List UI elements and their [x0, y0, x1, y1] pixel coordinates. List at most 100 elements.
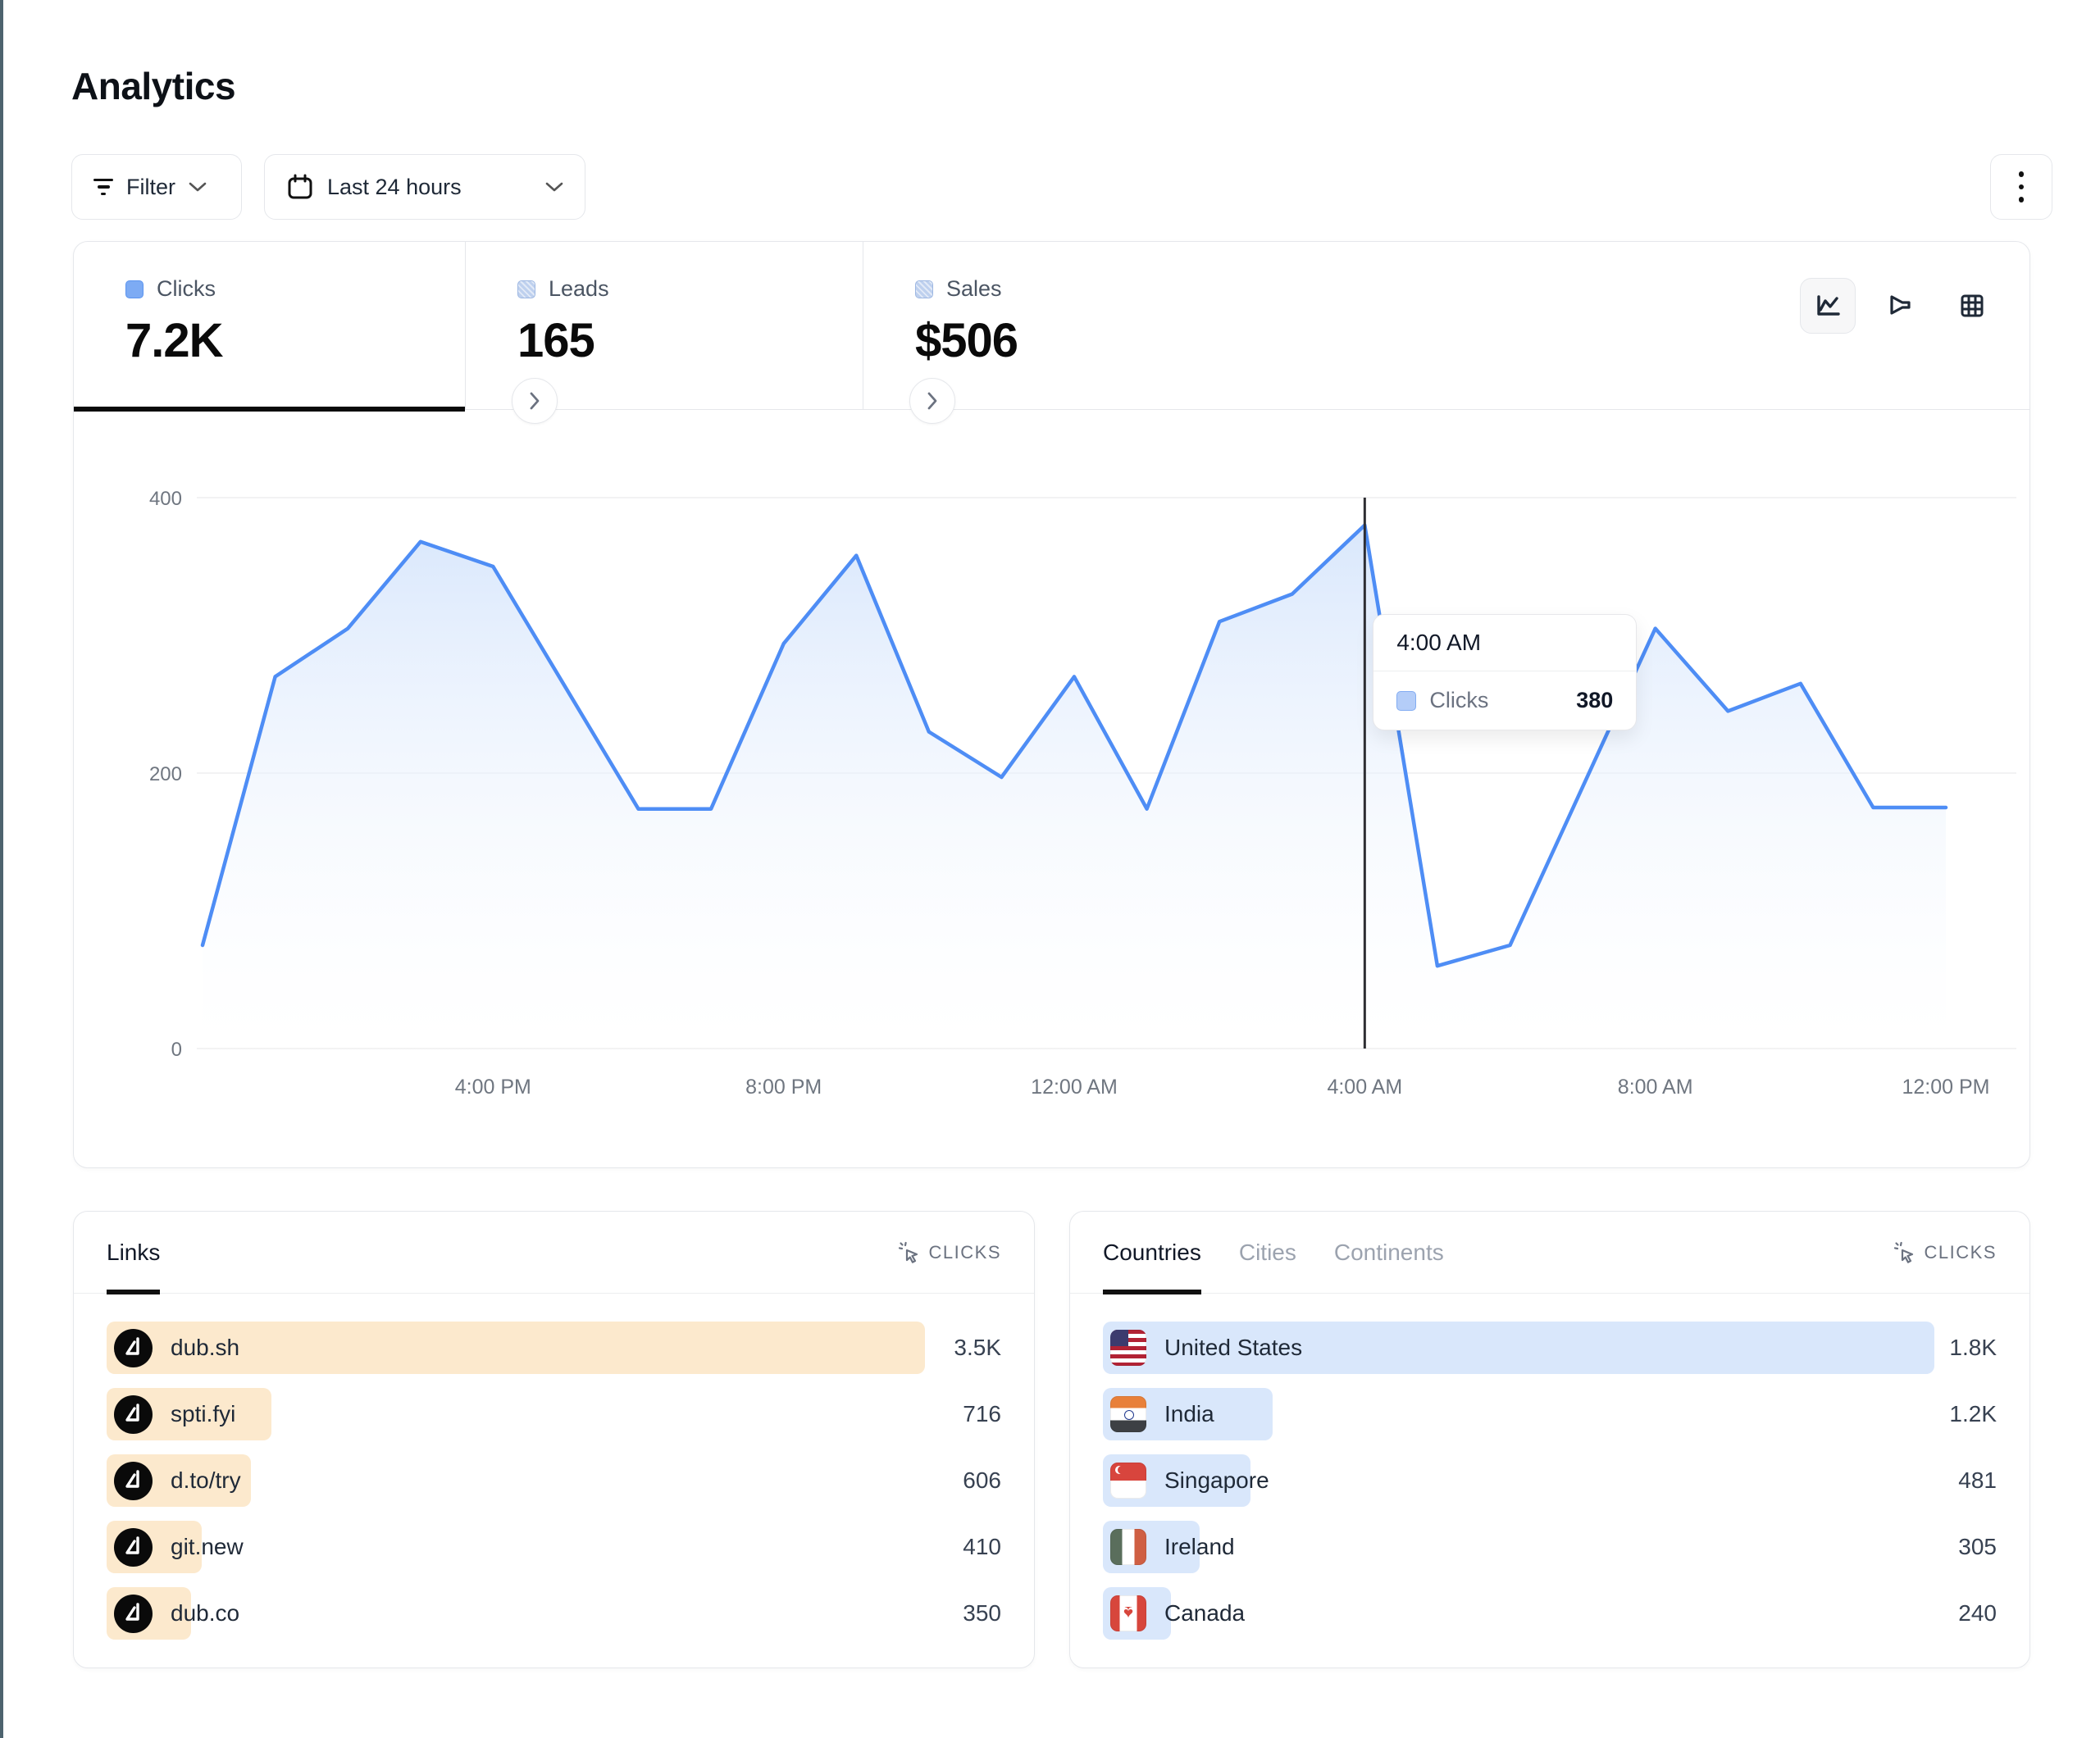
cursor-click-icon: [1893, 1241, 1913, 1263]
dub-logo-icon: [114, 1394, 153, 1434]
tab-cities[interactable]: Cities: [1239, 1212, 1296, 1294]
singapore-flag-icon: [1110, 1463, 1146, 1499]
country-clicks: 1.2K: [1949, 1401, 1997, 1426]
svg-text:8:00 PM: 8:00 PM: [745, 1076, 822, 1099]
country-label: Ireland: [1164, 1534, 1235, 1559]
country-row[interactable]: United States 1.8K: [1103, 1322, 1997, 1374]
leads-series-marker: [517, 280, 535, 298]
clicks-bar: [1103, 1322, 1934, 1374]
india-flag-icon: [1110, 1396, 1146, 1432]
chevron-down-icon: [545, 182, 563, 192]
svg-text:4:00 PM: 4:00 PM: [455, 1076, 531, 1099]
date-range-label: Last 24 hours: [327, 174, 462, 199]
next-metric-button[interactable]: [512, 378, 558, 424]
link-clicks: 410: [963, 1534, 1001, 1559]
table-view-button[interactable]: [1944, 278, 2000, 334]
date-range-button[interactable]: Last 24 hours: [264, 154, 585, 220]
svg-text:12:00 PM: 12:00 PM: [1902, 1076, 1989, 1099]
country-row[interactable]: Ireland 305: [1103, 1521, 1997, 1573]
country-label: Canada: [1164, 1600, 1246, 1626]
continents-tab-label: Continents: [1333, 1239, 1444, 1265]
dub-logo-icon: [114, 1461, 153, 1500]
sales-label: Sales: [946, 276, 1002, 301]
country-row[interactable]: Singapore 481: [1103, 1454, 1997, 1507]
link-label: spti.fyi: [171, 1401, 236, 1426]
chart-view-toggles: [1800, 278, 2000, 334]
country-clicks: 481: [1958, 1467, 1997, 1493]
sales-value: $506: [915, 314, 1018, 367]
tooltip-series-label: Clicks: [1429, 688, 1489, 712]
link-row[interactable]: spti.fyi 716: [107, 1388, 1001, 1440]
link-row[interactable]: git.new 410: [107, 1521, 1001, 1573]
svg-text:4:00 AM: 4:00 AM: [1327, 1076, 1402, 1099]
country-row[interactable]: Canada 240: [1103, 1587, 1997, 1640]
country-clicks: 1.8K: [1949, 1335, 1997, 1360]
countries-panel: Countries Cities Continents CLICKS: [1069, 1211, 2030, 1668]
links-tab-label: Links: [107, 1239, 161, 1265]
links-panel: Links CLICKS dub.sh 3.5K: [73, 1211, 1035, 1668]
tab-sales[interactable]: Sales $506: [863, 242, 1355, 410]
svg-text:200: 200: [149, 763, 182, 785]
countries-tab-label: Countries: [1103, 1239, 1201, 1265]
svg-text:400: 400: [149, 488, 182, 510]
country-clicks: 240: [1958, 1600, 1997, 1626]
metric-label: CLICKS: [1924, 1241, 1997, 1263]
link-row[interactable]: dub.sh 3.5K: [107, 1322, 1001, 1374]
canada-flag-icon: [1110, 1595, 1146, 1631]
funnel-view-button[interactable]: [1872, 278, 1928, 334]
grid-table-icon: [1961, 294, 1984, 317]
cities-tab-label: Cities: [1238, 1239, 1296, 1265]
chevron-down-icon: [189, 182, 207, 192]
us-flag-icon: [1110, 1330, 1146, 1366]
link-label: dub.co: [171, 1600, 240, 1626]
tooltip-value: 380: [1576, 688, 1614, 712]
dub-logo-icon: [114, 1527, 153, 1567]
link-label: git.new: [171, 1534, 244, 1559]
filter-button-label: Filter: [126, 174, 175, 199]
country-label: Singapore: [1164, 1467, 1269, 1493]
clicks-bar: [107, 1322, 926, 1374]
clicks-metric-selector[interactable]: CLICKS: [1893, 1241, 1997, 1264]
countries-panel-header: Countries Cities Continents CLICKS: [1070, 1212, 2029, 1294]
link-clicks: 716: [963, 1401, 1001, 1426]
country-clicks: 305: [1958, 1534, 1997, 1559]
svg-text:0: 0: [171, 1039, 182, 1061]
ireland-flag-icon: [1110, 1529, 1146, 1565]
stats-header: Clicks 7.2K Leads 165 Sales $506: [74, 242, 2029, 412]
links-panel-header: Links CLICKS: [74, 1212, 1034, 1294]
chevron-right-icon: [530, 392, 540, 410]
links-list: dub.sh 3.5K spti.fyi 716 d.to/try 606: [74, 1294, 1034, 1640]
filter-lines-icon: [93, 178, 113, 196]
chart-tooltip: 4:00 AM Clicks 380: [1373, 614, 1638, 730]
link-clicks: 606: [963, 1467, 1001, 1493]
tab-clicks[interactable]: Clicks 7.2K: [74, 242, 465, 412]
kebab-menu-icon: [2018, 171, 2025, 202]
tab-links[interactable]: Links: [107, 1212, 161, 1294]
link-row[interactable]: d.to/try 606: [107, 1454, 1001, 1507]
tooltip-time: 4:00 AM: [1373, 615, 1637, 671]
more-options-button[interactable]: [1990, 154, 2052, 220]
next-metric-button[interactable]: [909, 378, 955, 424]
link-label: d.to/try: [171, 1467, 241, 1493]
tab-leads[interactable]: Leads 165: [465, 242, 863, 410]
dub-logo-icon: [114, 1328, 153, 1367]
metric-label: CLICKS: [928, 1241, 1001, 1263]
link-row[interactable]: dub.co 350: [107, 1587, 1001, 1640]
country-label: United States: [1164, 1335, 1303, 1360]
tab-countries[interactable]: Countries: [1103, 1212, 1201, 1294]
clicks-value: 7.2K: [125, 314, 224, 367]
filter-button[interactable]: Filter: [71, 154, 242, 220]
line-chart-view-button[interactable]: [1800, 278, 1856, 334]
leads-label: Leads: [549, 276, 609, 301]
clicks-label: Clicks: [157, 276, 216, 301]
cursor-click-icon: [898, 1241, 918, 1263]
link-clicks: 3.5K: [954, 1335, 1001, 1360]
clicks-series-marker: [125, 280, 143, 298]
chevron-right-icon: [927, 392, 937, 410]
countries-list: United States 1.8K India 1.2K Singapore …: [1070, 1294, 2029, 1640]
clicks-metric-selector[interactable]: CLICKS: [898, 1241, 1001, 1264]
country-row[interactable]: India 1.2K: [1103, 1388, 1997, 1440]
clicks-area-chart[interactable]: 0 200 400 4:00 PM 8:00 PM 12:00 AM 4:00 AM 8:00…: [74, 410, 2031, 1169]
dub-logo-icon: [114, 1594, 153, 1633]
tab-continents[interactable]: Continents: [1334, 1212, 1444, 1294]
